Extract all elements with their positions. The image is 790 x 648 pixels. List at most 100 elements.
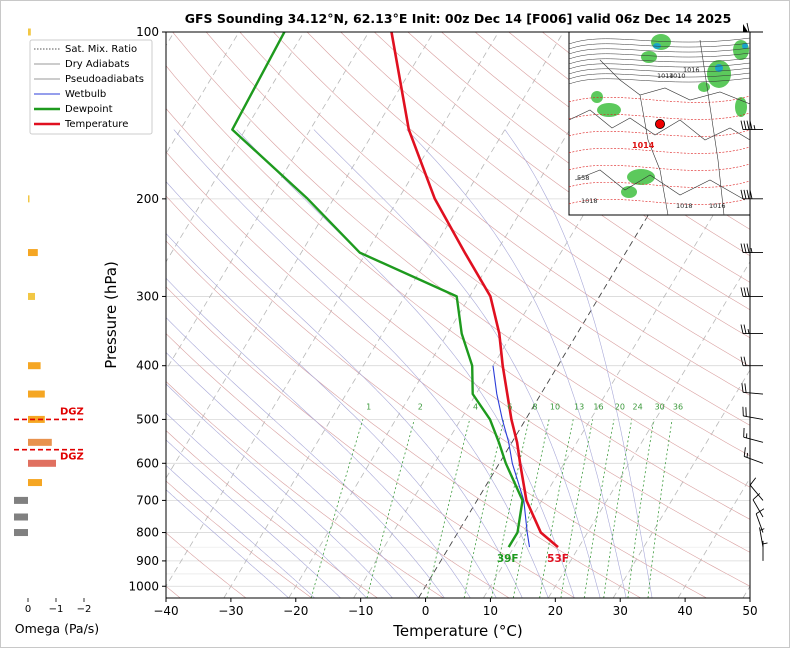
wind-barb-half-flag — [747, 328, 750, 334]
wind-barb-flag — [743, 287, 747, 297]
map-pressure-label: 1014 — [657, 72, 674, 80]
isotherm-line — [166, 32, 435, 479]
omega-bar — [28, 479, 42, 487]
moist-adiabat-line — [166, 412, 367, 598]
legend-label: Dry Adiabats — [65, 59, 129, 70]
mixing-ratio-label: 10 — [550, 403, 560, 412]
legend-label: Dewpoint — [65, 104, 113, 115]
wind-barb-staff — [749, 484, 764, 501]
x-tick-label: 40 — [677, 604, 692, 618]
mixing-ratio-label: 4 — [473, 403, 478, 412]
map-precip-area — [742, 43, 748, 49]
map-precip-area — [698, 82, 710, 92]
mixing-ratio-label: 24 — [633, 403, 643, 412]
wind-barb-flag — [746, 120, 750, 130]
omega-bar — [28, 28, 31, 36]
legend-label: Pseudoadiabats — [65, 74, 144, 85]
wind-barb — [743, 447, 764, 464]
mixing-ratio-line — [310, 419, 364, 598]
wind-barb-flag — [743, 356, 747, 366]
isotherm-line — [223, 32, 564, 598]
wind-barbs — [740, 22, 768, 561]
map-precip-area — [733, 40, 749, 60]
mixing-ratio-label: 2 — [418, 403, 423, 412]
isotherm-line — [166, 32, 240, 155]
wind-barb-flag — [744, 383, 747, 393]
map-pressure-label: 558 — [577, 174, 589, 182]
map-thickness-contour — [569, 95, 750, 103]
wind-barb-flag — [746, 22, 750, 33]
y-tick-label: 400 — [136, 359, 159, 373]
axes: −40 −30 −20 −10 0 10 20 30 40 50 100 200 300 400 500 60… — [128, 25, 757, 618]
dry-adiabat-line — [306, 32, 750, 367]
wind-barb — [740, 189, 763, 200]
wind-barb-staff — [743, 391, 764, 395]
map-precip-area — [707, 60, 731, 88]
omega-bar — [28, 438, 52, 446]
mixing-ratio-label: 36 — [673, 403, 683, 412]
map-precip-area — [735, 97, 747, 117]
mixing-ratio-line — [366, 419, 415, 598]
omega-bar — [28, 459, 56, 467]
y-tick-label: 1000 — [128, 579, 159, 593]
wind-barb-staff — [759, 527, 764, 548]
wind-barb-half-flag — [753, 125, 756, 130]
y-axis-label: Pressure (hPa) — [102, 261, 120, 369]
map-border — [574, 169, 746, 201]
wind-barb — [740, 287, 763, 297]
omega-bar — [28, 415, 45, 423]
wind-barb-flag — [743, 243, 747, 253]
map-precip-area — [597, 103, 621, 117]
moist-adiabat-line — [166, 233, 497, 598]
map-thickness-contour — [569, 197, 750, 205]
legend-label: Wetbulb — [65, 89, 106, 100]
y-tick-label: 300 — [136, 289, 159, 303]
x-tick-label: 30 — [613, 604, 628, 618]
map-isobar — [569, 52, 750, 60]
wind-barb-staff — [743, 415, 764, 420]
map-pressure-label: 1016 — [709, 202, 726, 210]
wind-barb-flag — [740, 243, 744, 253]
y-tick-label: 500 — [136, 412, 159, 426]
wind-barb — [740, 243, 763, 254]
dry-adiabat-line — [407, 32, 750, 283]
moist-adiabat-line — [166, 489, 289, 598]
map-isobar — [569, 77, 750, 85]
thermo-background-lines — [166, 32, 750, 598]
wind-barb — [752, 493, 764, 518]
wind-barb-staff — [743, 436, 764, 443]
wind-barb — [740, 120, 763, 131]
wind-barb-flag — [749, 477, 757, 486]
wind-barb-half-flag — [762, 542, 768, 545]
mixing-ratio-line — [627, 419, 655, 598]
moist-adiabat-line — [166, 439, 341, 598]
omega-bar — [14, 496, 28, 504]
wind-barb-flag — [743, 324, 747, 334]
y-tick-label: 800 — [136, 526, 159, 540]
dry-adiabat-line — [166, 195, 707, 598]
dry-adiabat-line — [340, 32, 750, 339]
mixing-ratio-line — [491, 419, 530, 598]
wind-barb-flag — [740, 324, 744, 334]
wind-barb-flag — [740, 120, 744, 130]
map-pressure-label: 1016 — [683, 66, 700, 74]
dry-adiabat-line — [166, 240, 641, 598]
wind-barb — [741, 383, 764, 395]
wind-barb-flag — [746, 243, 750, 253]
omega-bar — [28, 195, 30, 203]
omega-bar — [14, 513, 28, 521]
y-tick-label: 100 — [136, 25, 159, 39]
mixing-ratio-label: 6 — [507, 403, 512, 412]
mixing-ratio-line — [426, 419, 471, 598]
y-tick-label: 200 — [136, 192, 159, 206]
wind-barb-staff — [752, 499, 764, 518]
wind-barb-half-flag — [750, 247, 753, 253]
map-isobar — [569, 42, 750, 50]
surface-temperature-label: 53F — [547, 553, 569, 565]
mixing-ratio-label: 20 — [615, 403, 625, 412]
wind-barb-flag — [743, 189, 747, 199]
omega-tick-label: −2 — [77, 604, 92, 615]
wind-barb-flag — [746, 287, 750, 297]
wind-barb-flag — [752, 493, 761, 501]
